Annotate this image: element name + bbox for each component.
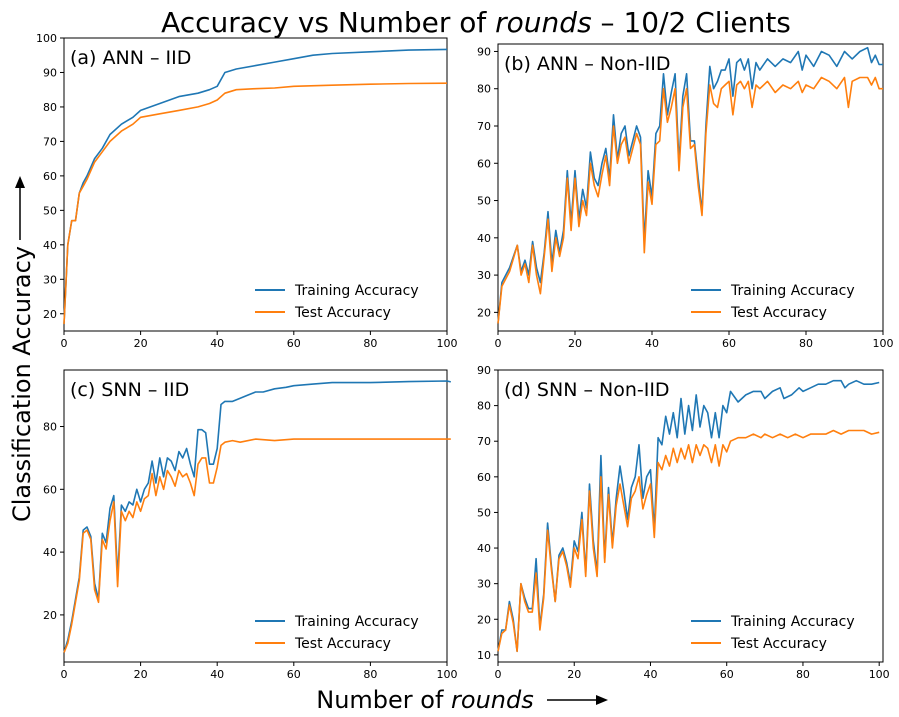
panel-d-legend: Training Accuracy Test Accuracy: [691, 614, 855, 652]
panel-d-x-tick-label: 0: [495, 668, 502, 681]
panel-c-x-tick-label: 100: [437, 668, 458, 681]
panel-d-y-tick-label: 10: [477, 649, 491, 662]
x-axis-label: Number of rounds: [316, 686, 534, 714]
panel-b-x-tick-label: 60: [722, 337, 736, 350]
panel-b-y-tick-label: 40: [477, 232, 491, 245]
panel-a-y-tick-label: 80: [43, 101, 57, 114]
panel-b: 0 20 40 60 80 100 20 30 40 50 60 70 80 90 (b) ANN – No…: [477, 43, 894, 350]
panel-c-x-tick-label: 0: [61, 668, 68, 681]
y-axis-label: Classification Accuracy: [8, 246, 36, 522]
panel-c-x-tick-label: 40: [210, 668, 224, 681]
panel-d-legend-label-training-accuracy: Training Accuracy: [730, 614, 855, 630]
panel-b-line-training-accuracy: [497, 46, 883, 324]
panel-d-y-tick-label: 20: [477, 613, 491, 626]
panel-a-legend-label-training-accuracy: Training Accuracy: [294, 283, 419, 299]
panel-d-frame: [497, 369, 884, 663]
panel-c-legend: Training Accuracy Test Accuracy: [255, 614, 419, 652]
panel-b-y-tick-label: 90: [477, 45, 491, 58]
panel-d-y-tick-label: 90: [477, 364, 491, 377]
panel-c-line-test-accuracy: [63, 438, 451, 653]
panel-b-y-tick-label: 80: [477, 83, 491, 96]
panel-d: 0 20 40 60 80 100 10 20 30 40 50 60 70 80 90 (d) SNN – …: [477, 364, 890, 681]
panel-c-x-tick-label: 80: [363, 668, 377, 681]
panel-a-y-tick-label: 50: [43, 204, 57, 217]
panel-b-y-tick-label: 20: [477, 306, 491, 319]
panel-b-y-tick-label: 60: [477, 157, 491, 170]
panel-a-y-tick-label: 30: [43, 273, 57, 286]
panel-a: 0 20 40 60 80 100 20 30 40 50 60 70 80 90 100 (a) ANN –…: [36, 32, 458, 350]
panel-b-x-tick-label: 100: [873, 337, 894, 350]
panel-a-x-tick-label: 20: [134, 337, 148, 350]
panel-d-x-tick-label: 80: [796, 668, 810, 681]
panel-c-legend-label-training-accuracy: Training Accuracy: [294, 614, 419, 630]
panel-c-title: (c) SNN – IID: [70, 379, 189, 401]
panel-d-y-tick-label: 60: [477, 471, 491, 484]
panel-a-y-tick-label: 60: [43, 170, 57, 183]
panel-c-x-tick-label: 60: [287, 668, 301, 681]
panel-d-x-tick-label: 60: [720, 668, 734, 681]
panel-d-x-tick-label: 100: [869, 668, 890, 681]
panel-d-y-tick-label: 40: [477, 542, 491, 555]
panel-a-line-training-accuracy: [63, 48, 448, 325]
panel-d-title: (d) SNN – Non-IID: [504, 379, 670, 401]
panel-b-y-tick-label: 50: [477, 195, 491, 208]
panel-b-line-test-accuracy: [497, 76, 883, 324]
panel-c: 0 20 40 60 80 100 20 40 60 80 (c) SNN – IID Trainin…: [43, 369, 458, 681]
panel-d-y-tick-label: 80: [477, 400, 491, 413]
panel-c-y-tick-label: 80: [43, 421, 57, 434]
panel-c-x-tick-label: 20: [134, 668, 148, 681]
panel-d-x-tick-label: 20: [567, 668, 581, 681]
figure-title: Accuracy vs Number of rounds – 10/2 Clie…: [161, 6, 791, 39]
panel-a-y-tick-label: 40: [43, 239, 57, 252]
panel-a-frame: [63, 37, 448, 332]
panel-b-title: (b) ANN – Non-IID: [504, 53, 671, 75]
panel-b-legend-label-training-accuracy: Training Accuracy: [730, 283, 855, 299]
panel-d-y-tick-label: 70: [477, 435, 491, 448]
panel-a-y-tick-label: 70: [43, 135, 57, 148]
panel-a-x-tick-label: 80: [363, 337, 377, 350]
panel-d-legend-label-test-accuracy: Test Accuracy: [730, 636, 827, 652]
panel-b-x-tick-label: 40: [645, 337, 659, 350]
panel-d-y-tick-label: 50: [477, 506, 491, 519]
panel-b-x-tick-label: 20: [568, 337, 582, 350]
panel-a-legend-label-test-accuracy: Test Accuracy: [294, 305, 391, 321]
panel-a-title: (a) ANN – IID: [70, 47, 191, 69]
panel-a-y-tick-label: 90: [43, 66, 57, 79]
panel-d-line-test-accuracy: [497, 429, 880, 653]
panel-d-x-tick-label: 40: [643, 668, 657, 681]
panel-a-legend: Training Accuracy Test Accuracy: [255, 283, 419, 321]
panel-c-line-training-accuracy: [63, 380, 451, 653]
panel-d-line-training-accuracy: [497, 379, 880, 653]
panel-b-legend-label-test-accuracy: Test Accuracy: [730, 305, 827, 321]
panel-d-y-tick-label: 30: [477, 578, 491, 591]
panel-a-x-tick-label: 100: [437, 337, 458, 350]
panel-b-x-tick-label: 0: [495, 337, 502, 350]
panel-a-y-tick-label: 20: [43, 308, 57, 321]
panel-a-x-tick-label: 40: [210, 337, 224, 350]
panel-b-frame: [497, 43, 884, 332]
panel-a-y-tick-label: 100: [36, 32, 57, 45]
panel-b-y-tick-label: 70: [477, 120, 491, 133]
panel-b-y-tick-label: 30: [477, 269, 491, 282]
panel-c-frame: [63, 369, 448, 663]
y-axis-arrow: [15, 176, 25, 240]
panel-c-y-tick-label: 60: [43, 483, 57, 496]
panel-c-legend-label-test-accuracy: Test Accuracy: [294, 636, 391, 652]
x-axis-arrow: [547, 695, 608, 705]
panel-b-x-tick-label: 80: [799, 337, 813, 350]
panel-a-x-tick-label: 60: [287, 337, 301, 350]
panel-a-line-test-accuracy: [63, 82, 448, 325]
panel-a-x-tick-label: 0: [61, 337, 68, 350]
panel-b-legend: Training Accuracy Test Accuracy: [691, 283, 855, 321]
panel-c-y-tick-label: 20: [43, 609, 57, 622]
panel-c-y-tick-label: 40: [43, 546, 57, 559]
